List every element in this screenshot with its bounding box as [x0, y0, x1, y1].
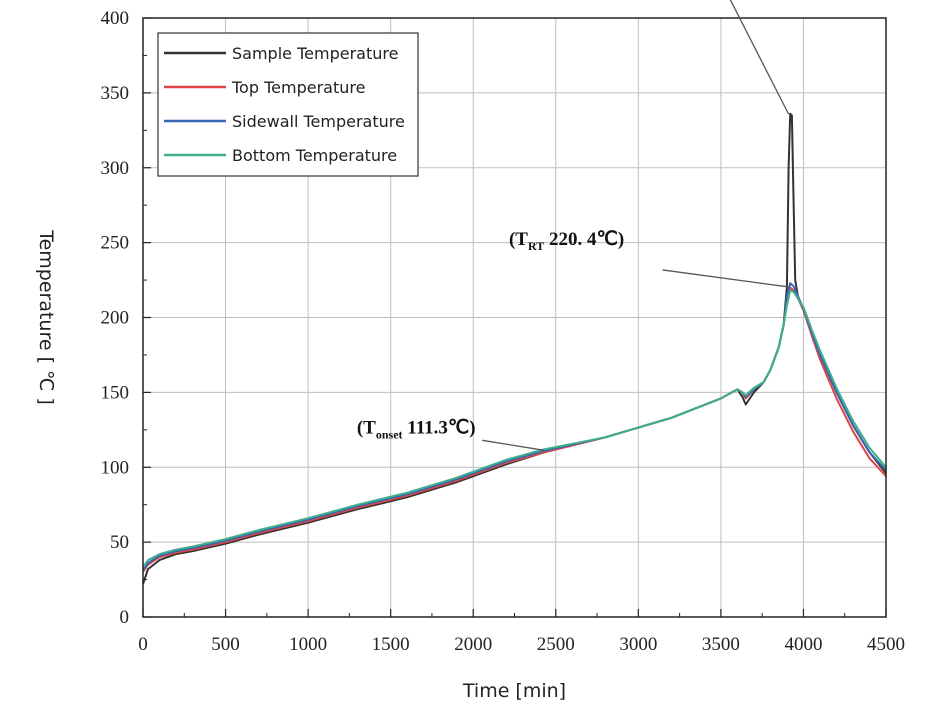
annotations: (Tonset 111.3℃)(TRT 220. 4℃)(Tmax 335. 8… [357, 0, 790, 451]
series-line [142, 286, 887, 573]
axis-ticks: 0 500 1000 1500 2000 2500 3000 3500 4000 4500 0 50 1… [101, 8, 906, 655]
y-tick-label: 150 [101, 382, 130, 403]
grid [143, 18, 886, 617]
x-tick-label: 4500 [867, 634, 905, 655]
annotation-leader [662, 269, 789, 288]
legend-label: Sidewall Temperature [232, 112, 405, 131]
y-tick-label: 200 [101, 308, 130, 329]
y-tick-label: 250 [101, 233, 130, 254]
x-axis-label: Time [min] [462, 680, 566, 702]
annotation-leader [729, 0, 790, 115]
x-tick-label: 0 [138, 634, 148, 655]
y-tick-label: 100 [101, 457, 130, 478]
legend-label: Sample Temperature [232, 44, 398, 63]
legend-label: Top Temperature [231, 78, 365, 97]
x-tick-label: 2000 [454, 634, 492, 655]
series-line [142, 289, 887, 569]
legend: Sample Temperature Top Temperature Sidewal… [157, 32, 419, 177]
legend-box [157, 32, 419, 177]
series-line [142, 112, 887, 585]
y-axis-label: Temperature [ ℃ ] [35, 229, 57, 405]
x-tick-label: 4000 [784, 634, 822, 655]
series-line [142, 282, 887, 572]
x-tick-label: 1000 [289, 634, 327, 655]
y-tick-label: 400 [101, 8, 130, 29]
y-tick-label: 350 [101, 83, 130, 104]
x-tick-label: 3500 [702, 634, 740, 655]
series-lines [142, 112, 887, 585]
annotation-label: (TRT 220. 4℃) [509, 229, 624, 253]
y-tick-label: 50 [110, 532, 129, 553]
x-tick-label: 1500 [372, 634, 410, 655]
annotation-leader [482, 439, 545, 451]
legend-label: Bottom Temperature [232, 146, 397, 165]
y-tick-label: 300 [101, 158, 130, 179]
x-tick-label: 500 [211, 634, 240, 655]
x-tick-label: 2500 [537, 634, 575, 655]
y-tick-label: 0 [120, 607, 130, 628]
x-tick-label: 3000 [619, 634, 657, 655]
annotation-label: (Tonset 111.3℃) [357, 417, 476, 441]
